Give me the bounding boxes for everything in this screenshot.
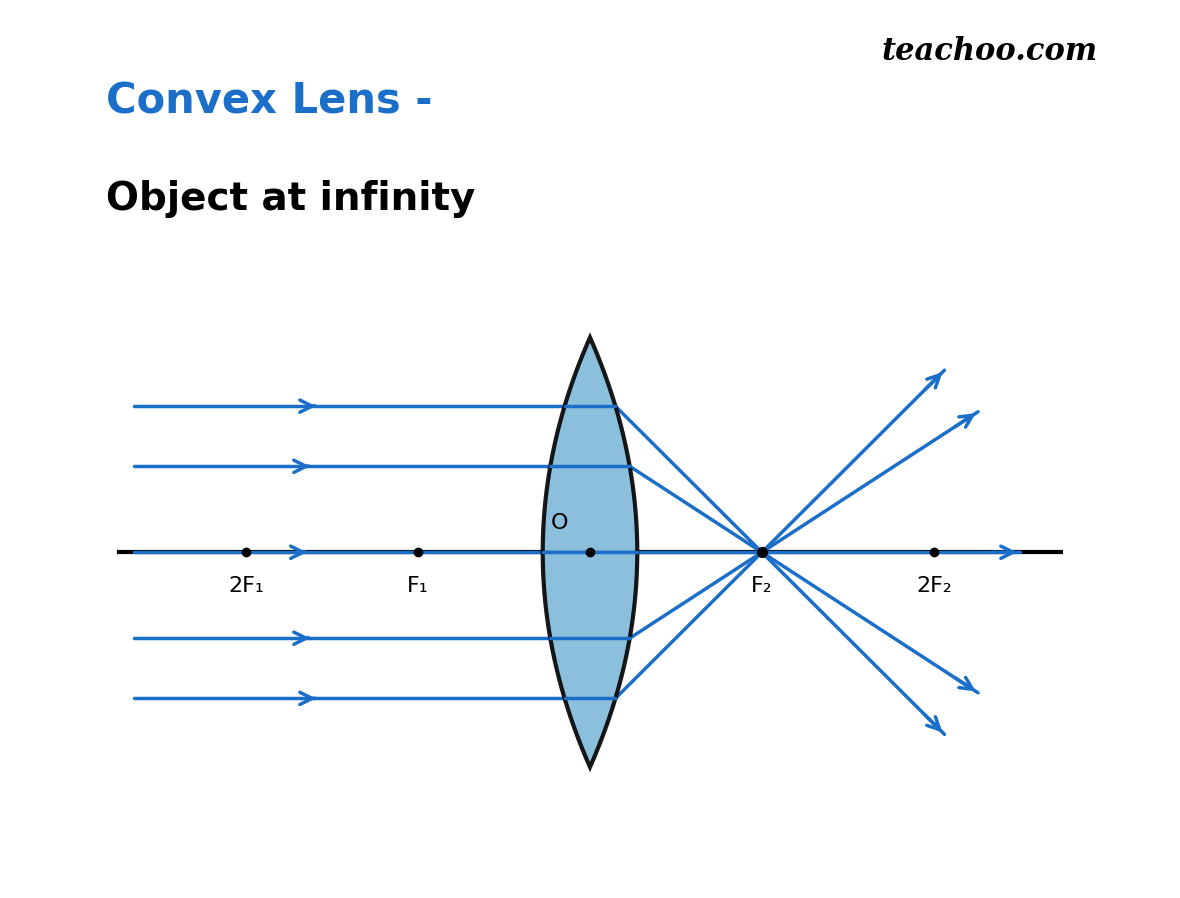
- Polygon shape: [543, 338, 637, 767]
- Text: 2F₂: 2F₂: [916, 577, 952, 596]
- Text: F₁: F₁: [407, 577, 430, 596]
- Text: Object at infinity: Object at infinity: [106, 180, 476, 217]
- Text: 2F₁: 2F₁: [228, 577, 264, 596]
- Text: O: O: [551, 514, 569, 533]
- Text: F₂: F₂: [752, 577, 773, 596]
- Text: teachoo.com: teachoo.com: [881, 36, 1097, 67]
- Text: Convex Lens -: Convex Lens -: [106, 81, 433, 123]
